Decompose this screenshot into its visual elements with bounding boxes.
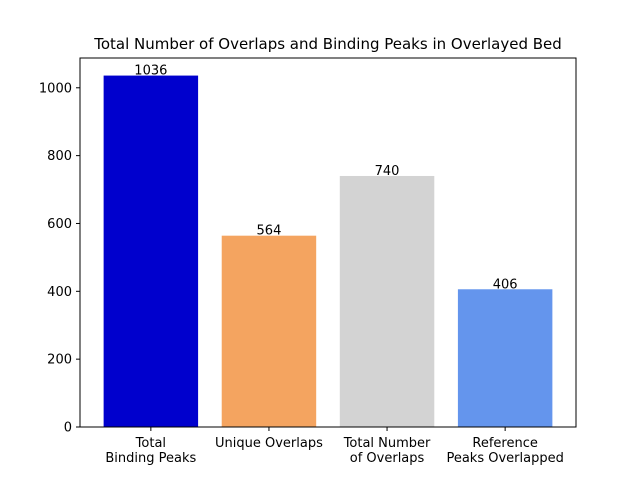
data-label: 740 [375, 164, 400, 179]
x-tick-label: Unique Overlaps [215, 436, 323, 451]
x-tick-label-line: Binding Peaks [105, 451, 196, 466]
axes-frame [79, 57, 577, 428]
chart-title: Total Number of Overlaps and Binding Pea… [93, 35, 562, 53]
y-tick-label: 600 [47, 217, 72, 232]
bar [103, 75, 199, 428]
x-tick-label: Reference Peaks Overlapped [446, 436, 563, 466]
x-tick-label: Total Binding Peaks [105, 436, 196, 466]
bar [457, 289, 553, 427]
data-label: 564 [257, 224, 282, 239]
x-tick-label-line: Unique Overlaps [215, 436, 323, 451]
y-axis: 0 200 400 600 800 1000 [39, 81, 80, 436]
x-tick-label-line: Total Number [343, 436, 431, 451]
y-tick-label: 400 [47, 285, 72, 300]
x-tick-label-line: Reference [472, 436, 537, 451]
data-label: 1036 [134, 64, 167, 79]
y-tick-label: 200 [47, 353, 72, 368]
x-tick-label-line: Total [135, 436, 166, 451]
y-tick-label: 1000 [39, 81, 72, 96]
data-label: 406 [493, 277, 518, 292]
plot-area: 1036 564 740 406 [79, 57, 577, 428]
y-tick-label: 0 [64, 421, 72, 436]
x-axis: Total Binding Peaks Unique Overlaps Total N… [105, 427, 564, 466]
bar [339, 175, 435, 427]
y-tick-label: 800 [47, 149, 72, 164]
bar [221, 235, 317, 427]
x-tick-label-line: Peaks Overlapped [446, 451, 563, 466]
x-tick-label: Total Number of Overlaps [343, 436, 431, 466]
x-tick-label-line: of Overlaps [350, 451, 425, 466]
